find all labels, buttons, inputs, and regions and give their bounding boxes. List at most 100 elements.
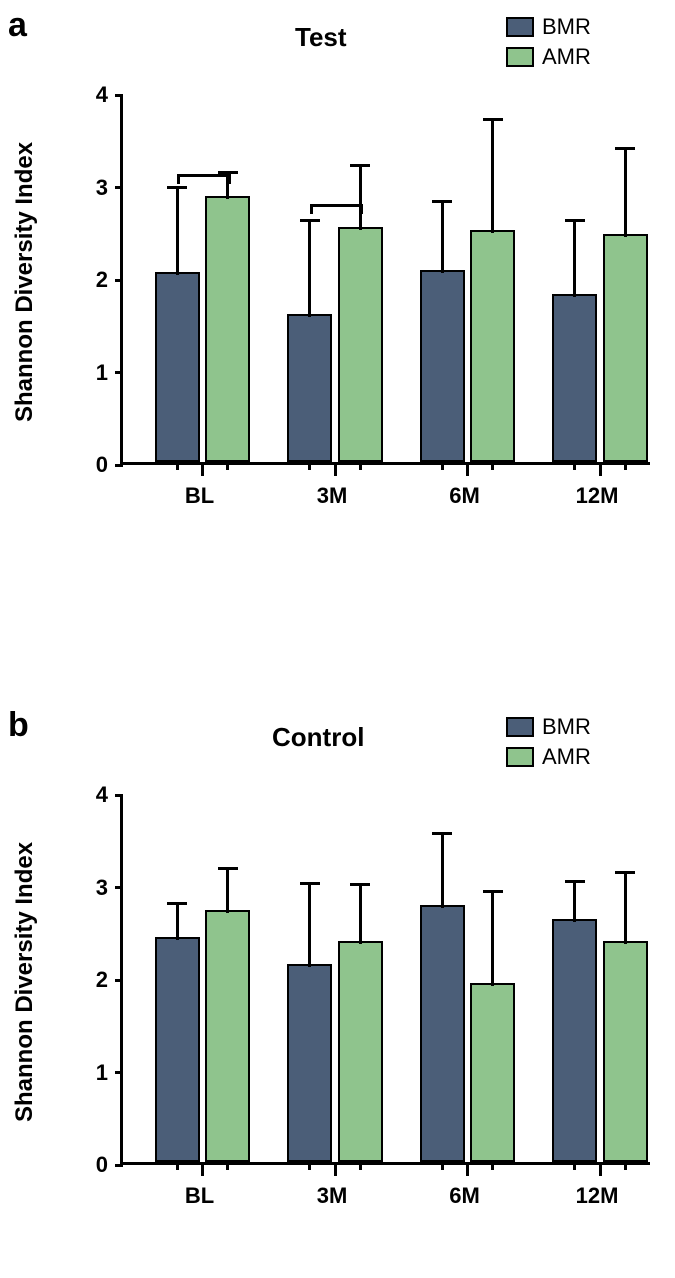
error-bar: [176, 188, 179, 276]
x-tick-big: [334, 1162, 337, 1176]
y-tick: [115, 186, 123, 189]
error-bar: [624, 149, 627, 237]
x-tick-label: 6M: [449, 483, 480, 509]
bar-amr: [205, 196, 250, 462]
error-bar: [308, 221, 311, 317]
bar-amr: [603, 941, 648, 1162]
error-bar: [573, 882, 576, 922]
plot-area-a: [120, 95, 650, 465]
x-tick-big: [334, 462, 337, 476]
x-tick-small: [491, 1162, 494, 1170]
legend-label-bmr: BMR: [542, 14, 591, 40]
plot-area-b: [120, 795, 650, 1165]
bar-amr: [470, 230, 515, 462]
legend-item-amr: AMR: [506, 44, 591, 70]
bar-amr: [205, 910, 250, 1162]
error-bar: [491, 120, 494, 233]
y-tick-label: 1: [80, 1060, 108, 1086]
legend-item-amr: AMR: [506, 744, 591, 770]
legend-item-bmr: BMR: [506, 14, 591, 40]
y-tick-label: 0: [80, 452, 108, 478]
x-tick-label: 12M: [576, 483, 619, 509]
y-tick-label: 3: [80, 175, 108, 201]
error-cap: [350, 164, 370, 167]
y-tick-label: 2: [80, 967, 108, 993]
bar-amr: [470, 983, 515, 1162]
bar-bmr: [552, 919, 597, 1162]
x-tick-big: [466, 462, 469, 476]
error-bar: [359, 885, 362, 944]
x-tick-label: BL: [185, 1183, 214, 1209]
sig-bracket: [177, 174, 230, 177]
panel-a: aTestBMRAMRShannon Diversity Index01234B…: [0, 0, 675, 560]
x-tick-label: BL: [185, 483, 214, 509]
error-cap: [167, 902, 187, 905]
bar-bmr: [420, 905, 465, 1162]
error-cap: [350, 883, 370, 886]
x-tick-small: [176, 462, 179, 470]
error-cap: [300, 882, 320, 885]
panel-label-b: b: [8, 706, 29, 745]
x-tick-small: [441, 1162, 444, 1170]
legend-label-bmr: BMR: [542, 714, 591, 740]
error-cap: [483, 890, 503, 893]
legend-b: BMR AMR: [506, 714, 591, 774]
error-bar: [573, 221, 576, 297]
legend-swatch-amr: [506, 47, 534, 67]
y-tick-label: 4: [80, 82, 108, 108]
x-tick-small: [226, 462, 229, 470]
x-tick-big: [599, 1162, 602, 1176]
x-tick-label: 3M: [317, 1183, 348, 1209]
x-tick-label: 12M: [576, 1183, 619, 1209]
error-bar: [176, 903, 179, 940]
x-tick-small: [624, 462, 627, 470]
bar-bmr: [552, 294, 597, 462]
y-tick: [115, 886, 123, 889]
y-tick-label: 4: [80, 782, 108, 808]
y-tick: [115, 1071, 123, 1074]
y-tick: [115, 94, 123, 97]
bar-amr: [338, 941, 383, 1162]
chart-title-b: Control: [272, 722, 364, 753]
legend-label-amr: AMR: [542, 744, 591, 770]
x-tick-small: [624, 1162, 627, 1170]
error-cap: [300, 219, 320, 222]
x-tick-small: [226, 1162, 229, 1170]
error-cap: [432, 832, 452, 835]
x-tick-small: [359, 462, 362, 470]
legend-a: BMR AMR: [506, 14, 591, 74]
bar-bmr: [287, 314, 332, 462]
error-cap: [167, 186, 187, 189]
error-cap: [565, 880, 585, 883]
bar-bmr: [155, 937, 200, 1162]
error-cap: [565, 219, 585, 222]
x-tick-big: [201, 462, 204, 476]
y-tick: [115, 371, 123, 374]
y-tick: [115, 979, 123, 982]
y-axis-label-a: Shannon Diversity Index: [11, 142, 39, 422]
error-bar: [308, 884, 311, 967]
bar-bmr: [155, 272, 200, 462]
bar-bmr: [420, 270, 465, 462]
y-tick: [115, 279, 123, 282]
chart-title-a: Test: [295, 22, 347, 53]
y-axis-label-b: Shannon Diversity Index: [11, 842, 39, 1122]
error-cap: [615, 147, 635, 150]
error-bar: [441, 201, 444, 272]
error-bar: [491, 891, 494, 986]
bar-amr: [603, 234, 648, 462]
error-bar: [624, 873, 627, 944]
x-tick-small: [573, 1162, 576, 1170]
legend-swatch-bmr: [506, 17, 534, 37]
x-tick-small: [308, 1162, 311, 1170]
x-tick-big: [599, 462, 602, 476]
error-cap: [483, 118, 503, 121]
x-tick-small: [308, 462, 311, 470]
error-cap: [218, 867, 238, 870]
panel-label-a: a: [8, 6, 27, 45]
error-cap: [432, 200, 452, 203]
y-tick: [115, 794, 123, 797]
sig-bracket: [360, 204, 363, 214]
legend-swatch-amr: [506, 747, 534, 767]
x-tick-small: [359, 1162, 362, 1170]
